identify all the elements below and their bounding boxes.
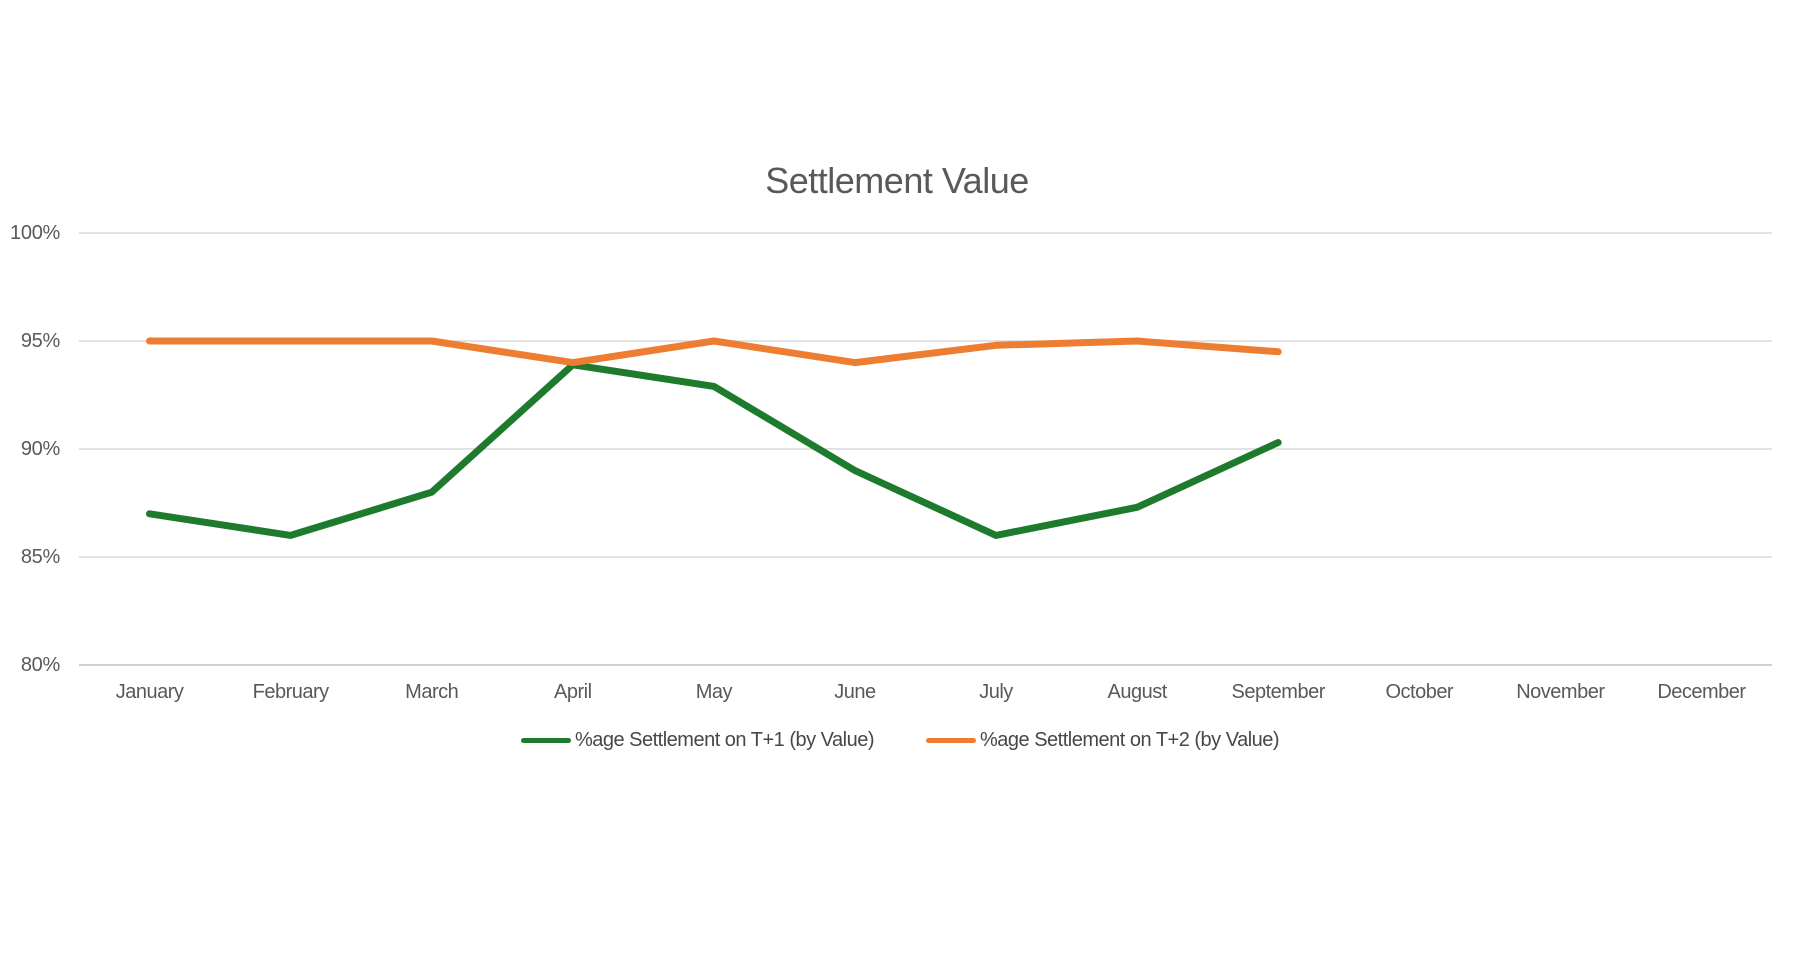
legend-label: %age Settlement on T+1 (by Value) — [574, 729, 875, 751]
x-tick-label: May — [695, 681, 733, 703]
x-tick-label: August — [1107, 681, 1167, 703]
x-tick-label: February — [252, 681, 330, 703]
series-line-t1 — [146, 361, 1282, 539]
y-tick-label: 95% — [20, 330, 60, 352]
x-tick-label: March — [405, 681, 459, 703]
chart-title: Settlement Value — [765, 160, 1029, 201]
legend-line-swatch-icon — [926, 738, 976, 743]
x-tick-label: April — [554, 681, 592, 703]
legend-label: %age Settlement on T+2 (by Value) — [980, 729, 1280, 751]
y-tick-label: 80% — [20, 654, 60, 676]
legend-item-t1: %age Settlement on T+1 (by Value) — [520, 729, 875, 752]
y-tick-label: 100% — [10, 222, 60, 244]
y-tick-label: 90% — [20, 438, 60, 460]
x-tick-label: June — [834, 681, 876, 703]
x-tick-label: October — [1385, 681, 1454, 703]
legend-item-t2: %age Settlement on T+2 (by Value) — [926, 729, 1280, 752]
x-tick-label: January — [115, 681, 184, 703]
legend-line-swatch-icon — [520, 738, 571, 743]
y-tick-label: 85% — [20, 546, 60, 568]
legend: %age Settlement on T+1 (by Value) %age Se… — [0, 729, 1800, 752]
x-tick-label: September — [1231, 681, 1326, 703]
x-tick-label: November — [1516, 681, 1605, 703]
x-tick-label: December — [1657, 681, 1746, 703]
series-line-t2 — [146, 337, 1282, 367]
x-tick-label: July — [979, 681, 1013, 703]
